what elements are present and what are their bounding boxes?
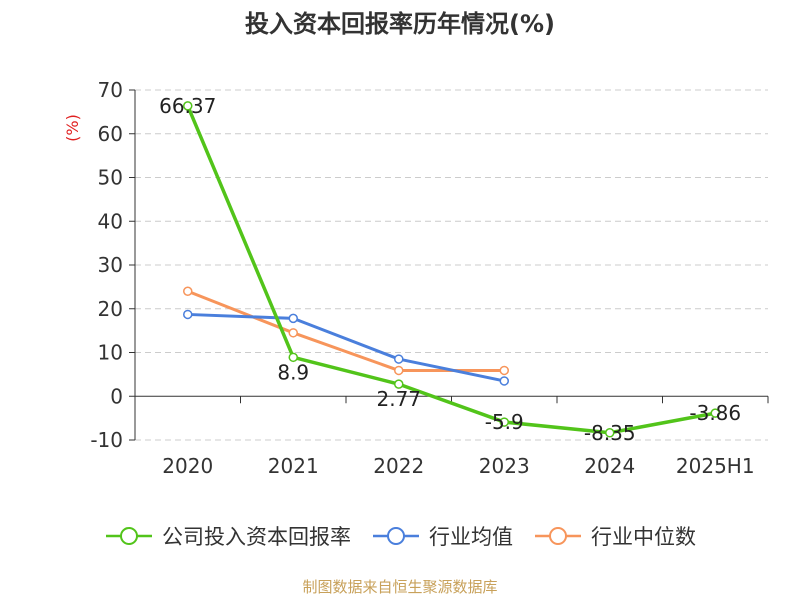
x-tick-label: 2024	[584, 454, 635, 478]
y-tick-label: 30	[98, 253, 123, 277]
series-line	[187, 289, 505, 372]
data-point	[394, 354, 404, 364]
legend-item[interactable]: 公司投入资本回报率	[104, 521, 351, 551]
y-tick-label: 50	[98, 166, 123, 190]
source-note: 制图数据来自恒生聚源数据库	[302, 578, 498, 596]
x-tick-label: 2021	[268, 454, 319, 478]
x-tick-label: 2025H1	[676, 454, 755, 478]
x-tick-label: 2020	[162, 454, 213, 478]
legend-swatch	[535, 527, 581, 545]
data-point	[499, 376, 509, 386]
axes: -10 0 10 20 30 40 50 60 70 2020 2021 2022 2023 2024 20…	[90, 78, 769, 478]
legend-marker	[387, 527, 405, 545]
data-labels: 66.37 8.9 2.77 -5.9 -8.35 -3.86	[159, 94, 741, 445]
legend-swatch	[106, 527, 152, 545]
series-line	[186, 105, 716, 435]
data-label: -3.86	[689, 401, 741, 425]
y-tick-label: 40	[98, 209, 123, 233]
data-point	[605, 428, 615, 438]
y-tick-label: 10	[98, 341, 123, 365]
series-2	[183, 286, 509, 376]
legend-swatch	[373, 527, 419, 545]
legend-item[interactable]: 行业中位数	[533, 521, 696, 551]
data-point	[183, 286, 193, 296]
line-chart: -10 0 10 20 30 40 50 60 70 2020 2021 2022 2023 2024 20…	[63, 78, 769, 478]
data-point	[499, 365, 509, 376]
y-tick-label: 20	[98, 297, 123, 321]
data-point	[499, 417, 509, 427]
series-line	[187, 312, 505, 383]
data-point	[394, 379, 404, 389]
y-axis-label: (%)	[63, 114, 82, 142]
legend-label: 公司投入资本回报率	[162, 525, 351, 549]
data-point	[288, 328, 298, 338]
legend-label: 行业均值	[429, 525, 513, 549]
legend-marker	[120, 527, 138, 545]
data-point	[183, 309, 193, 320]
chart-title: 投入资本回报率历年情况(%)	[245, 10, 555, 38]
y-tick-label: 60	[98, 122, 123, 146]
legend-item[interactable]: 行业均值	[371, 521, 513, 551]
data-point	[288, 313, 298, 324]
series-layer	[183, 101, 720, 438]
data-point	[394, 365, 404, 376]
data-label: 8.9	[277, 360, 309, 384]
legend: 公司投入资本回报率 行业均值 行业中位数	[0, 518, 800, 554]
series-0	[183, 101, 720, 438]
x-tick-label: 2022	[373, 454, 424, 478]
x-tick-label: 2023	[479, 454, 530, 478]
data-point	[183, 101, 193, 111]
data-label: 2.77	[376, 387, 421, 411]
data-label: -5.9	[485, 410, 524, 434]
series-1	[183, 309, 509, 386]
y-tick-label: -10	[90, 428, 123, 452]
data-point	[288, 352, 298, 363]
gridlines	[135, 89, 768, 441]
y-tick-label: 0	[110, 384, 123, 408]
legend-marker	[549, 527, 567, 545]
legend-label: 行业中位数	[591, 525, 696, 549]
y-tick-label: 70	[98, 78, 123, 102]
data-label: 66.37	[159, 94, 216, 118]
data-point	[710, 408, 720, 418]
data-label: -8.35	[584, 421, 636, 445]
